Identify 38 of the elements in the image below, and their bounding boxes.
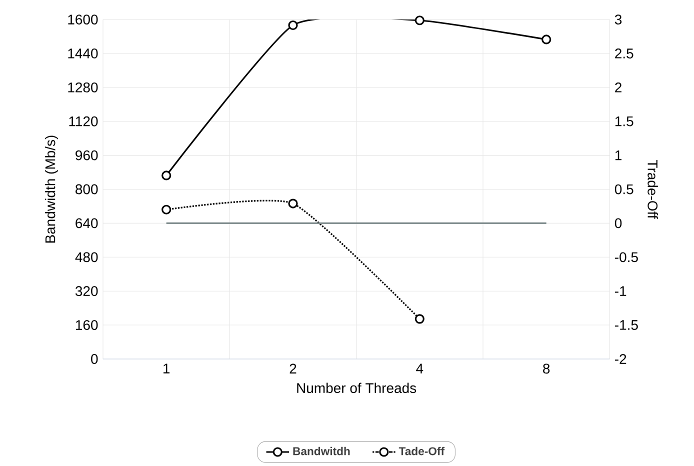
y-tick-label: 800 [76, 184, 98, 194]
y-tick-label: 0 [91, 354, 98, 364]
y2-tick-label: -1.5 [615, 320, 638, 330]
legend-label: Bandwitdh [293, 446, 350, 456]
y2-tick-label: 2 [615, 82, 622, 92]
y2-tick-label: 1 [615, 150, 622, 160]
y2-tick-label: 2.5 [615, 48, 634, 58]
y2-tick-label: 0 [614, 218, 622, 228]
y-tick-label: 1600 [68, 14, 98, 24]
point [288, 198, 298, 208]
y2-tick-label: 1.5 [615, 116, 634, 126]
point [162, 204, 172, 214]
point [162, 170, 172, 180]
x-tick-label: 8 [543, 364, 550, 374]
y-tick-label: 1280 [68, 82, 98, 92]
y-tick-label: 960 [76, 150, 98, 160]
x-tick-label: 2 [290, 364, 296, 374]
point [288, 20, 298, 30]
y2-axis-title: Trade-Off [648, 160, 658, 219]
y2-tick-label: -1 [615, 286, 626, 296]
x-axis-title: Number of Threads [297, 382, 416, 394]
y2-tick-label: -0.5 [615, 252, 638, 262]
y-axis-title: Bandwidth (Mb/s) [44, 136, 58, 243]
y-tick-label: 1440 [68, 48, 98, 58]
y2-tick-label: 3 [614, 14, 622, 24]
x-tick-label: 4 [416, 364, 424, 374]
point [414, 16, 424, 26]
y2-tick-label: 0.5 [614, 184, 634, 194]
y2-tick-label: -2 [615, 354, 626, 364]
y-tick-label: 1120 [69, 116, 98, 126]
y-tick-label: 640 [76, 218, 98, 228]
x-tick-label: 1 [164, 364, 170, 374]
legend-label: Tade-Off [398, 446, 445, 456]
y-tick-label: 480 [75, 252, 98, 262]
point [414, 314, 424, 324]
y-tick-label: 160 [76, 320, 98, 330]
point [542, 34, 552, 44]
y-tick-label: 320 [75, 286, 98, 296]
